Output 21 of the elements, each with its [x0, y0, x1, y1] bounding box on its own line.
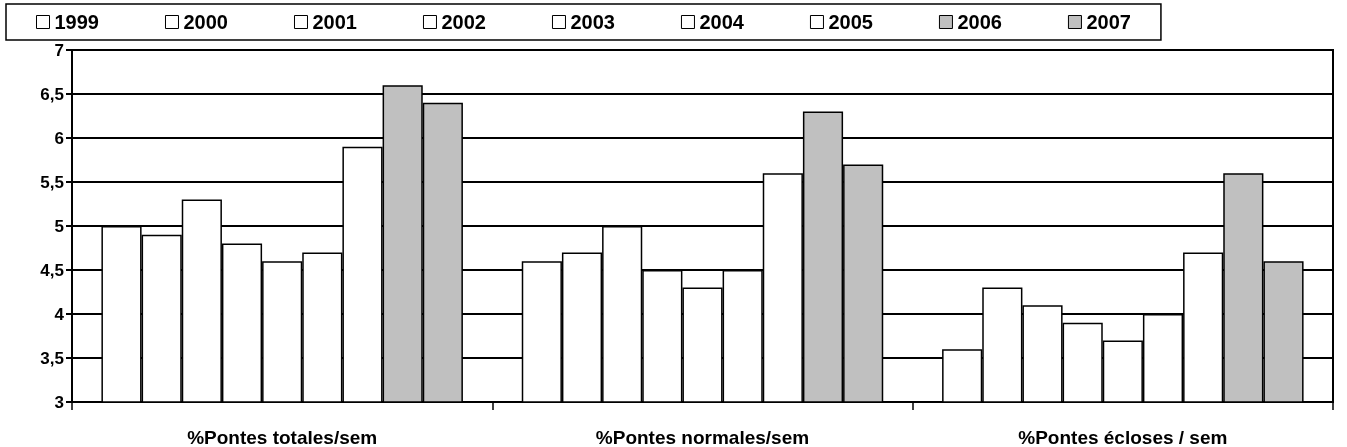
legend-label: 2006 [957, 11, 1002, 33]
y-tick-label: 4,5 [40, 260, 64, 280]
legend-label: 2005 [828, 11, 873, 33]
legend-label: 2003 [570, 11, 615, 33]
y-tick-label: 5 [54, 216, 64, 236]
legend-label: 1999 [54, 11, 99, 33]
y-tick-label: 6 [54, 128, 64, 148]
y-tick-label: 5,5 [40, 172, 64, 192]
x-tick-label: %Pontes normales/sem [595, 427, 810, 447]
legend-label: 2004 [699, 11, 745, 33]
y-tick-label: 4 [54, 304, 65, 324]
x-tick-label: %Pontes écloses / sem [1018, 427, 1228, 447]
legend-label: 2007 [1086, 11, 1131, 33]
y-tick-label: 3 [54, 392, 64, 412]
y-tick-label: 7 [54, 40, 64, 60]
y-tick-label: 6,5 [40, 84, 64, 104]
legend-label: 2002 [441, 11, 486, 33]
x-tick-label: %Pontes totales/sem [187, 427, 378, 447]
legend-label: 2001 [312, 11, 357, 33]
y-tick-label: 3,5 [40, 348, 64, 368]
legend-label: 2000 [183, 11, 228, 33]
